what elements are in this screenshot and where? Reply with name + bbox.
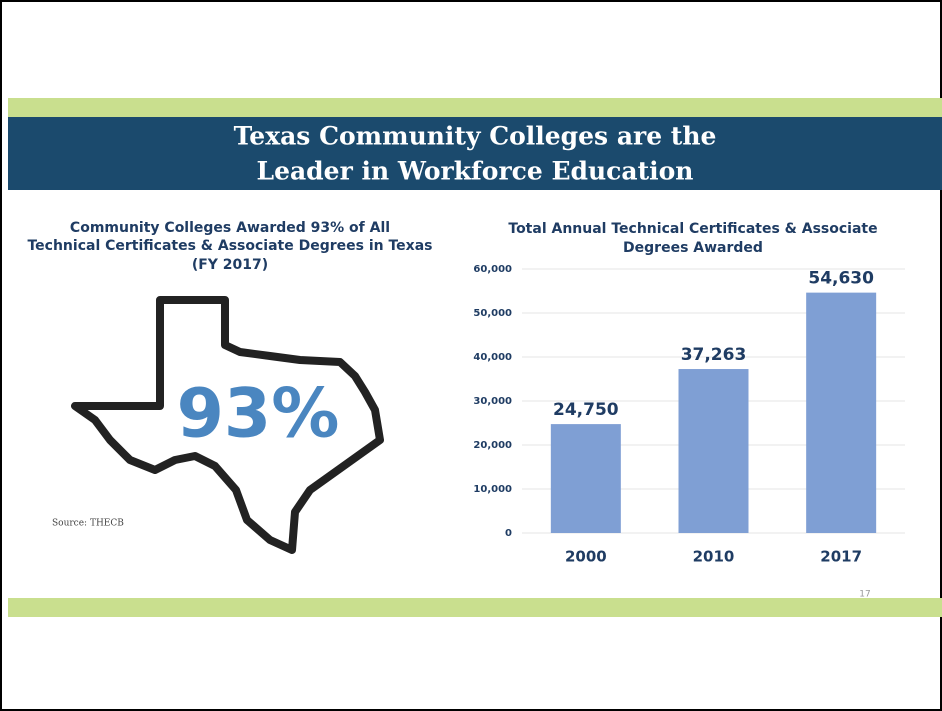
- y-tick-label: 60,000: [473, 264, 512, 275]
- source: Source: THECB: [52, 519, 124, 529]
- left-title: Technical Certificates & Associate Degre…: [27, 238, 432, 254]
- chart-title: Degrees Awarded: [623, 240, 763, 256]
- x-tick-label: 2017: [820, 548, 862, 566]
- x-tick-label: 2000: [565, 548, 607, 566]
- y-tick-label: 40,000: [473, 352, 512, 363]
- data-label: 37,263: [681, 345, 747, 365]
- bottom-stripe: [8, 598, 942, 617]
- header-band: [8, 117, 942, 190]
- header-title: Texas Community Colleges are the: [234, 122, 717, 151]
- x-tick-label: 2010: [693, 548, 735, 566]
- texas-outline: [71, 296, 384, 554]
- y-tick-label: 20,000: [473, 440, 512, 451]
- left-title: (FY 2017): [192, 257, 268, 273]
- chart-title: Total Annual Technical Certificates & As…: [508, 221, 877, 237]
- data-label: 54,630: [808, 269, 874, 289]
- y-tick-label: 0: [505, 528, 512, 539]
- page-number: 17: [859, 590, 870, 600]
- top-stripe: [8, 98, 942, 117]
- y-tick-label: 10,000: [473, 484, 512, 495]
- bar: [678, 369, 749, 533]
- bar: [806, 292, 877, 533]
- highlight-value: 93%: [177, 375, 340, 454]
- header-title: Leader in Workforce Education: [257, 157, 694, 186]
- bar: [550, 424, 621, 533]
- y-tick-label: 50,000: [473, 308, 512, 319]
- data-label: 24,750: [553, 400, 619, 420]
- left-title: Community Colleges Awarded 93% of All: [70, 220, 390, 236]
- y-tick-label: 30,000: [473, 396, 512, 407]
